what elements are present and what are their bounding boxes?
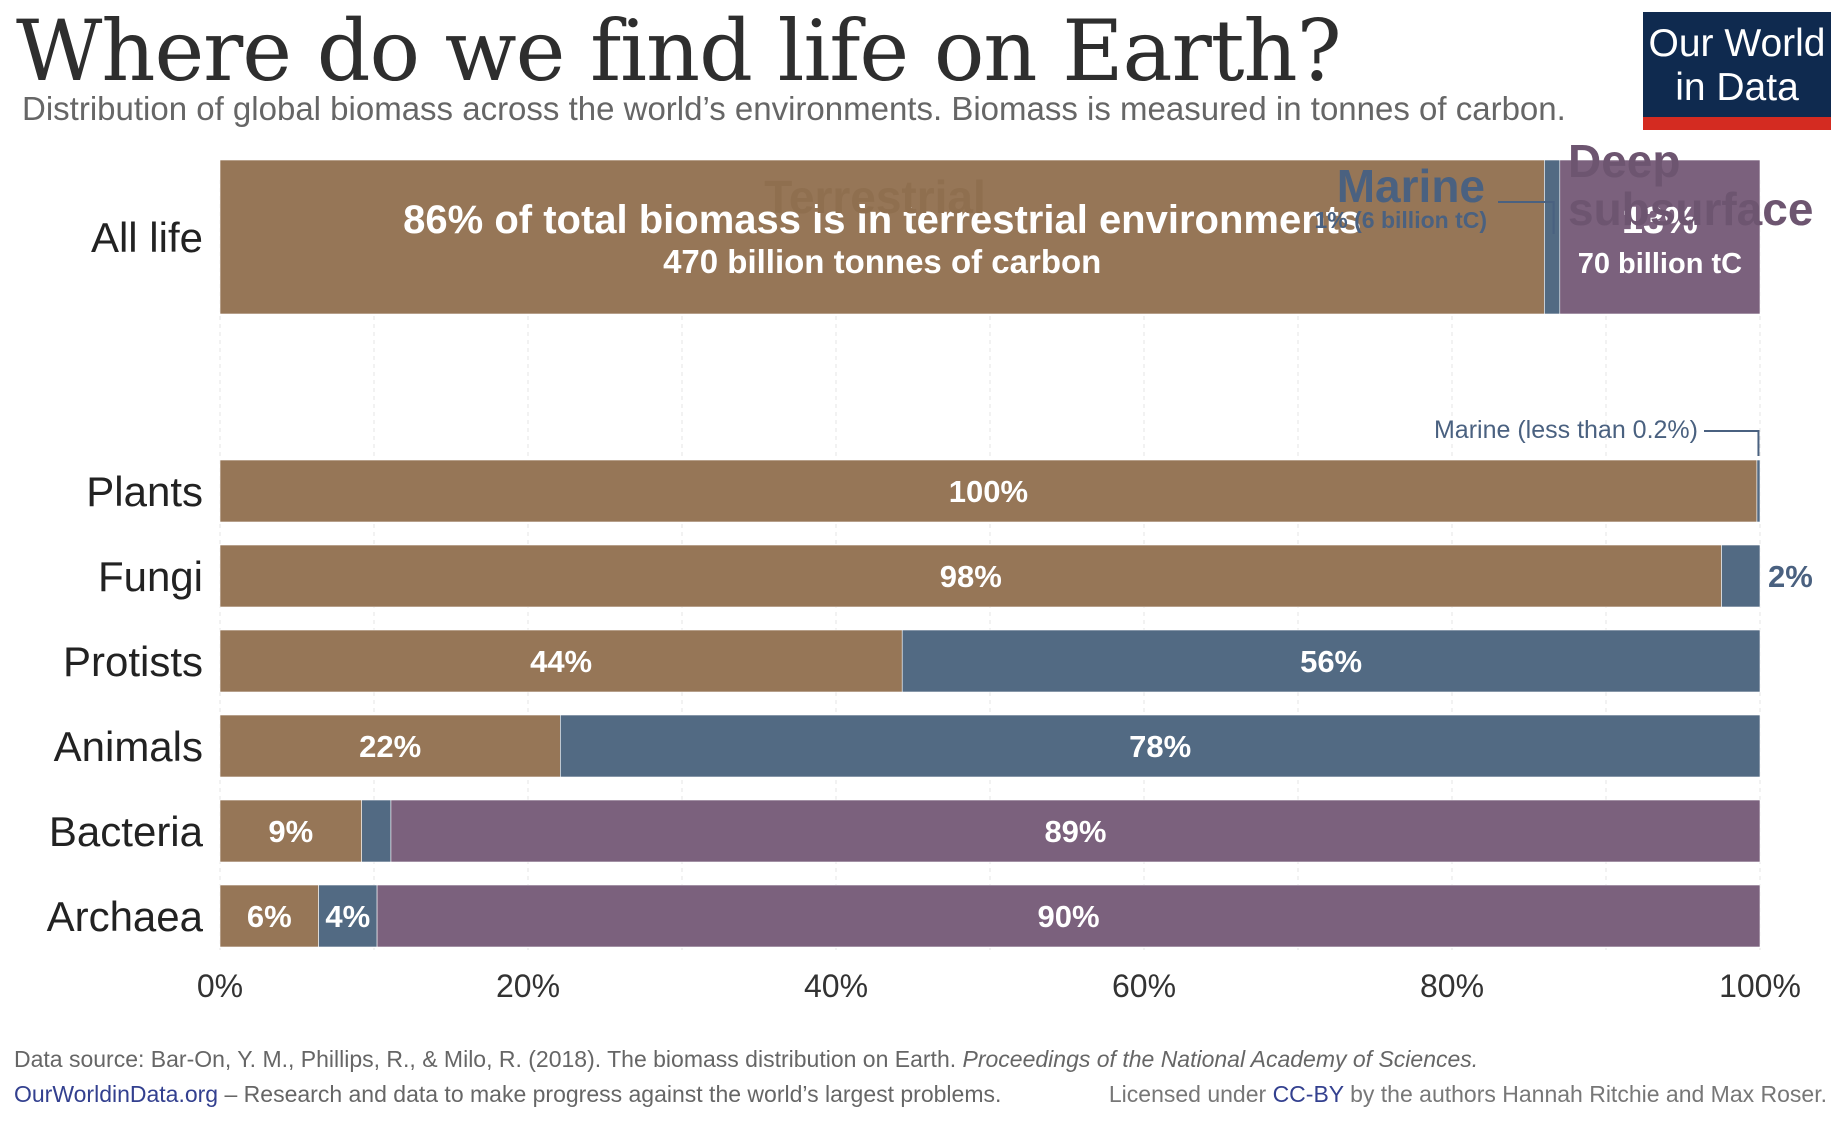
bar-marine <box>901 629 1761 693</box>
x-tick-label: 100% <box>1719 968 1801 1004</box>
logo-line-1: Our World <box>1648 22 1826 65</box>
x-tick-label: 20% <box>496 968 560 1004</box>
site-link[interactable]: OurWorldinData.org <box>14 1081 219 1107</box>
segment-label: 98% <box>940 559 1002 594</box>
license: Licensed under CC-BY by the authors Hann… <box>1109 1081 1827 1108</box>
bar-deep <box>390 799 1761 863</box>
row-label: Bacteria <box>49 808 204 855</box>
segment-label: 100% <box>949 474 1028 509</box>
bar-terrestrial <box>219 714 561 778</box>
bar-marine <box>318 884 378 948</box>
x-tick-label: 60% <box>1112 968 1176 1004</box>
plants-marine-leader <box>1704 430 1760 456</box>
segment-label: 6% <box>247 899 292 934</box>
bar-marine <box>1544 159 1561 315</box>
tagline: – Research and data to make progress aga… <box>218 1081 1002 1107</box>
row-label: Plants <box>86 468 203 515</box>
segment-sublabel: 70 billion tC <box>1578 248 1742 280</box>
segment-label: 90% <box>1038 899 1100 934</box>
row-label: Protists <box>63 638 203 685</box>
segment-sublabel: 470 billion tonnes of carbon <box>663 243 1101 280</box>
row-label: All life <box>91 214 203 261</box>
source-text: Data source: Bar-On, Y. M., Phillips, R.… <box>14 1046 963 1072</box>
chart-title: Where do we find life on Earth? <box>16 2 1342 100</box>
bar-terrestrial <box>219 629 903 693</box>
segment-label: 22% <box>359 729 421 764</box>
segment-label: 89% <box>1044 814 1106 849</box>
segment-label: 13% <box>1622 200 1698 242</box>
plants-marine-note: Marine (less than 0.2%) <box>1434 416 1698 444</box>
segment-label: 4% <box>325 899 370 934</box>
segment-label: 78% <box>1129 729 1191 764</box>
row-label: Fungi <box>98 553 203 600</box>
segment-label: 2% <box>1768 559 1813 594</box>
license-suffix: by the authors Hannah Ritchie and Max Ro… <box>1343 1081 1827 1107</box>
source-journal: Proceedings of the National Academy of S… <box>962 1046 1479 1072</box>
license-link[interactable]: CC-BY <box>1272 1081 1344 1107</box>
bar-terrestrial <box>219 459 1758 523</box>
bar-marine <box>1721 544 1761 608</box>
owid-logo[interactable]: Our World in Data <box>1643 12 1831 130</box>
marine-leader-line <box>1498 201 1555 234</box>
bar-marine <box>560 714 1761 778</box>
x-tick-label: 0% <box>197 968 243 1004</box>
stacked-bar-chart: All life Plants Fungi Protists Animals Bacter… <box>47 135 1814 1004</box>
marine-header: Marine <box>1337 160 1485 212</box>
deep-header-line-1: Deep <box>1568 135 1680 187</box>
row-label: Animals <box>54 723 203 770</box>
bar-terrestrial <box>219 544 1722 608</box>
bar-terrestrial <box>219 159 1545 315</box>
terrestrial-header: Terrestrial <box>764 171 986 223</box>
x-tick-label: 40% <box>804 968 868 1004</box>
footer-site: OurWorldinData.org – Research and data t… <box>14 1081 1001 1108</box>
row-label: Archaea <box>47 893 204 940</box>
segment-label: 9% <box>268 814 313 849</box>
chart-subtitle: Distribution of global biomass across th… <box>22 90 1566 127</box>
license-prefix: Licensed under <box>1108 1081 1273 1107</box>
bar-deep <box>1559 159 1761 315</box>
data-source: Data source: Bar-On, Y. M., Phillips, R.… <box>14 1046 1478 1073</box>
bar-marine <box>1756 459 1761 523</box>
logo-line-2: in Data <box>1675 66 1799 109</box>
logo-stripe <box>1643 117 1831 130</box>
segment-label: 56% <box>1300 644 1362 679</box>
bar-marine <box>361 799 392 863</box>
segment-label: 86% of total biomass is in terrestrial e… <box>403 198 1361 242</box>
segment-label: 44% <box>530 644 592 679</box>
bar-terrestrial <box>219 799 362 863</box>
x-tick-label: 80% <box>1420 968 1484 1004</box>
marine-subheader: 1% (6 billion tC) <box>1315 207 1488 233</box>
bar-deep <box>376 884 1761 948</box>
deep-header-line-2: subsurface <box>1568 183 1813 235</box>
